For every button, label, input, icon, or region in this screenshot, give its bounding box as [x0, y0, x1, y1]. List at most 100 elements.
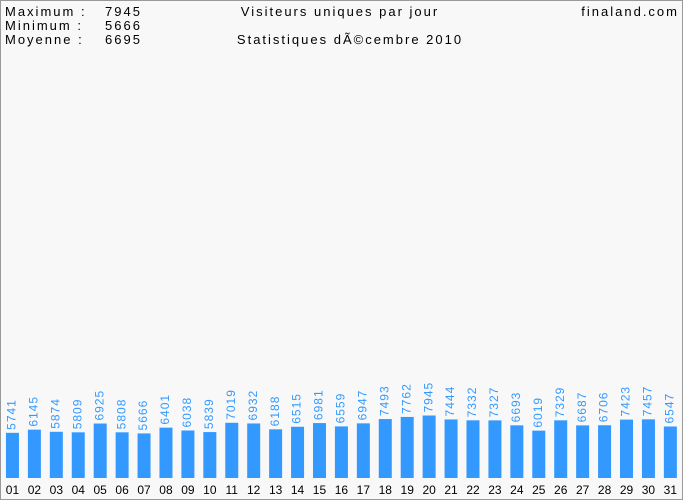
- stat-value: 5666: [105, 18, 142, 33]
- bar: [422, 415, 436, 478]
- bar: [181, 430, 195, 478]
- x-tick-label: 25: [532, 483, 546, 497]
- bar: [620, 419, 634, 478]
- value-label: 7423: [619, 386, 633, 417]
- bar: [466, 420, 480, 478]
- bar: [312, 423, 326, 478]
- x-tick-label: 23: [488, 483, 502, 497]
- x-tick-label: 09: [181, 483, 195, 497]
- stat-value: 6695: [105, 32, 142, 47]
- value-label: 6947: [356, 390, 370, 421]
- x-tick-label: 15: [313, 483, 327, 497]
- value-label: 7329: [553, 387, 567, 418]
- x-tick-label: 14: [291, 483, 305, 497]
- x-tick-label: 16: [335, 483, 349, 497]
- bar: [488, 420, 502, 478]
- value-label: 6401: [158, 394, 172, 425]
- x-tick-label: 21: [444, 483, 458, 497]
- bar: [159, 427, 173, 478]
- bar: [641, 419, 655, 478]
- bar: [27, 429, 41, 478]
- chart-title: Visiteurs uniques par jour: [241, 4, 439, 19]
- value-label: 6687: [575, 392, 589, 423]
- x-tick-label: 30: [642, 483, 656, 497]
- x-tick-label: 26: [554, 483, 568, 497]
- value-label: 5809: [70, 399, 84, 430]
- bar: [510, 425, 524, 478]
- x-tick-label: 28: [598, 483, 612, 497]
- bar: [115, 432, 129, 478]
- bar: [598, 425, 612, 478]
- bar: [356, 423, 370, 478]
- value-label: 6038: [180, 397, 194, 428]
- bar: [225, 422, 239, 478]
- bar: [444, 419, 458, 478]
- value-label: 7444: [443, 386, 457, 417]
- x-tick-label: 05: [94, 483, 108, 497]
- value-label: 6145: [27, 396, 41, 427]
- value-label: 6932: [246, 390, 260, 421]
- value-label: 6515: [290, 393, 304, 424]
- bar: [5, 432, 19, 478]
- x-tick-label: 04: [72, 483, 86, 497]
- bar: [576, 425, 590, 478]
- x-tick-label: 08: [159, 483, 173, 497]
- x-tick-label: 27: [576, 483, 590, 497]
- stat-label: Maximum :: [5, 4, 87, 19]
- value-label: 7019: [224, 389, 238, 420]
- bar: [400, 416, 414, 478]
- x-tick-label: 18: [379, 483, 393, 497]
- x-tick-label: 20: [422, 483, 436, 497]
- value-label: 5666: [136, 400, 150, 431]
- bar: [291, 426, 305, 478]
- x-tick-label: 02: [28, 483, 42, 497]
- value-label: 6693: [509, 392, 523, 423]
- value-label: 6019: [531, 397, 545, 428]
- value-label: 7457: [641, 386, 655, 417]
- chart-subtitle: Statistiques dÃ©cembre 2010: [237, 32, 463, 47]
- value-label: 5874: [48, 398, 62, 429]
- value-label: 7762: [399, 383, 413, 414]
- value-label: 6559: [334, 393, 348, 424]
- bar: [334, 426, 348, 478]
- x-tick-label: 11: [226, 483, 239, 497]
- x-tick-label: 12: [247, 483, 261, 497]
- bar: [269, 429, 283, 478]
- value-label: 6925: [92, 390, 106, 421]
- bar: [71, 432, 85, 478]
- value-label: 6188: [268, 396, 282, 427]
- value-label: 6706: [597, 392, 611, 423]
- bar: [247, 423, 261, 478]
- value-label: 7327: [487, 387, 501, 418]
- x-tick-label: 31: [664, 483, 678, 497]
- value-label: 6981: [312, 389, 326, 420]
- site-name: finaland.com: [581, 4, 679, 19]
- x-tick-label: 13: [269, 483, 283, 497]
- value-label: 7332: [465, 387, 479, 418]
- bar: [93, 423, 107, 478]
- bar: [554, 420, 568, 478]
- value-label: 5839: [202, 398, 216, 429]
- x-tick-label: 01: [6, 483, 20, 497]
- value-label: 7945: [421, 382, 435, 413]
- x-tick-label: 17: [357, 483, 371, 497]
- stat-label: Moyenne :: [5, 32, 84, 47]
- stat-value: 7945: [105, 4, 142, 19]
- x-tick-label: 29: [620, 483, 634, 497]
- value-label: 6547: [663, 393, 677, 424]
- x-tick-label: 22: [466, 483, 480, 497]
- x-tick-label: 03: [50, 483, 64, 497]
- x-tick-label: 24: [510, 483, 524, 497]
- stat-label: Minimum :: [5, 18, 83, 33]
- bar: [49, 431, 63, 478]
- x-tick-label: 19: [401, 483, 415, 497]
- bar: [532, 430, 546, 478]
- bar: [378, 419, 392, 478]
- x-tick-label: 07: [137, 483, 151, 497]
- value-label: 7493: [377, 385, 391, 416]
- bar: [137, 433, 151, 478]
- x-tick-label: 10: [203, 483, 217, 497]
- x-tick-label: 06: [115, 483, 129, 497]
